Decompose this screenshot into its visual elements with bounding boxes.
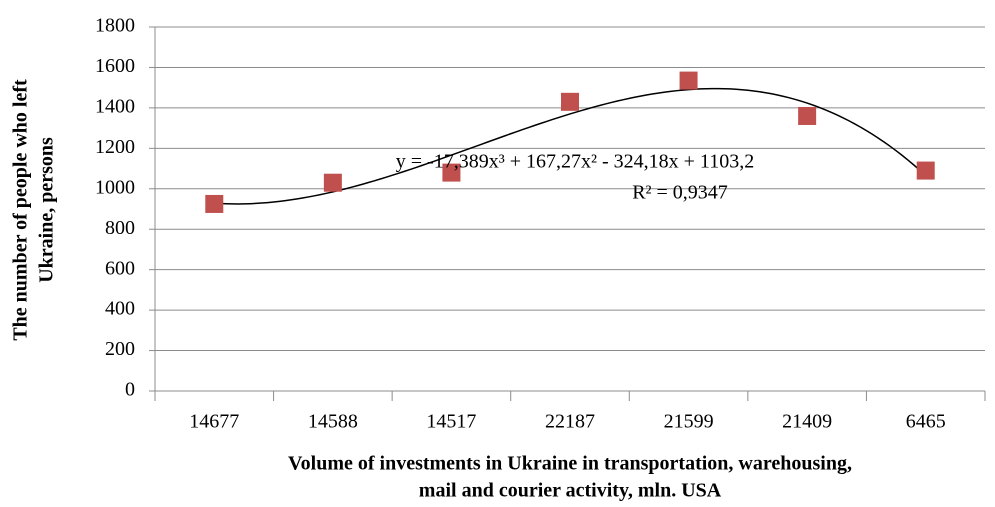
x-tick-label: 22187 xyxy=(545,411,595,433)
y-tick-label: 400 xyxy=(105,298,135,320)
x-tick-label: 6465 xyxy=(906,411,946,433)
trendline-equation: y = -17,389x³ + 167,27x² - 324,18x + 110… xyxy=(396,151,754,173)
y-tick-label: 600 xyxy=(105,257,135,279)
y-tick-label: 1600 xyxy=(95,55,135,77)
marker xyxy=(442,163,461,182)
marker xyxy=(561,92,579,111)
y-tick-label: 1400 xyxy=(95,95,135,117)
marker xyxy=(798,106,817,125)
x-tick-label: 21599 xyxy=(664,411,714,433)
y-tick-label: 1200 xyxy=(95,136,135,158)
marker xyxy=(323,173,342,192)
x-tick-label: 14588 xyxy=(308,411,358,433)
y-tick-label: 1800 xyxy=(95,15,135,37)
marker xyxy=(916,161,935,180)
x-tick-label: 14517 xyxy=(426,411,476,433)
marker xyxy=(205,194,224,213)
x-axis-title: mail and courier activity, mln. USA xyxy=(419,480,722,502)
x-axis-title: Volume of investments in Ukraine in tran… xyxy=(288,453,852,475)
y-tick-label: 0 xyxy=(125,379,135,401)
y-tick-label: 1000 xyxy=(95,176,135,198)
x-tick-label: 14677 xyxy=(189,411,239,433)
y-tick-label: 800 xyxy=(105,217,135,239)
trendline xyxy=(214,87,927,205)
y-tick-label: 200 xyxy=(105,338,135,360)
marker xyxy=(679,71,698,90)
x-tick-label: 21409 xyxy=(782,411,832,433)
y-axis-title: The number of people who left xyxy=(10,79,32,341)
trendline-r2: R² = 0,9347 xyxy=(632,182,728,204)
y-axis-title: Ukraine, persons xyxy=(36,137,58,283)
